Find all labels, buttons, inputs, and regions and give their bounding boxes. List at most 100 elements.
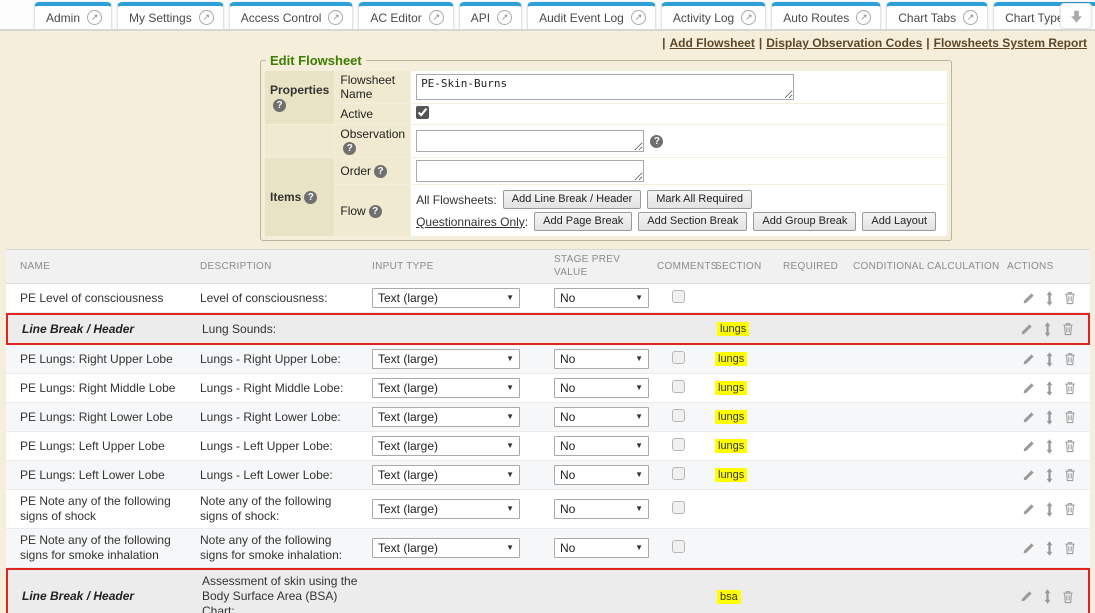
section-badge: lungs xyxy=(715,381,748,396)
flow-action-button[interactable]: Mark All Required xyxy=(647,190,753,210)
comments-checkbox[interactable] xyxy=(671,539,685,553)
delete-trash-icon[interactable] xyxy=(1064,468,1076,483)
help-icon[interactable]: ? xyxy=(343,142,357,156)
header-link[interactable]: Add Flowsheet xyxy=(669,36,755,50)
tab-scroll-down-button[interactable] xyxy=(1060,3,1092,29)
help-icon[interactable]: ? xyxy=(368,204,382,218)
edit-pencil-icon[interactable] xyxy=(1022,291,1035,306)
chevron-down-icon: ▼ xyxy=(506,412,514,422)
nav-tab[interactable]: API ↗ xyxy=(458,2,523,29)
delete-trash-icon[interactable] xyxy=(1064,291,1076,306)
stage-prev-value-select[interactable]: No ▼ xyxy=(554,538,649,559)
delete-trash-icon[interactable] xyxy=(1064,439,1076,454)
row-name: PE Lungs: Left Upper Lobe xyxy=(20,438,165,453)
delete-trash-icon[interactable] xyxy=(1062,322,1074,337)
edit-pencil-icon[interactable] xyxy=(1022,541,1035,556)
comments-checkbox[interactable] xyxy=(671,500,685,514)
comments-checkbox[interactable] xyxy=(671,437,685,451)
edit-pencil-icon[interactable] xyxy=(1022,352,1035,367)
nav-tab[interactable]: Chart Tabs ↗ xyxy=(886,2,989,29)
delete-trash-icon[interactable] xyxy=(1064,381,1076,396)
row-description: Assessment of skin using the Body Surfac… xyxy=(202,574,358,613)
flow-action-button[interactable]: Add Section Break xyxy=(638,212,748,232)
flow-action-button[interactable]: Add Group Break xyxy=(753,212,857,232)
stage-prev-value-select[interactable]: No ▼ xyxy=(554,436,649,457)
nav-tab[interactable]: Auto Routes ↗ xyxy=(771,2,882,29)
delete-trash-icon[interactable] xyxy=(1064,352,1076,367)
comments-checkbox[interactable] xyxy=(671,379,685,393)
edit-pencil-icon[interactable] xyxy=(1022,439,1035,454)
edit-pencil-icon[interactable] xyxy=(1022,468,1035,483)
move-updown-icon[interactable] xyxy=(1045,381,1054,396)
flow-action-button[interactable]: Add Page Break xyxy=(534,212,633,232)
comments-checkbox[interactable] xyxy=(671,466,685,480)
nav-tab[interactable]: Audit Event Log ↗ xyxy=(527,2,656,29)
input-type-select[interactable]: Text (large) ▼ xyxy=(372,407,520,428)
nav-tab[interactable]: Admin ↗ xyxy=(34,2,113,29)
edit-pencil-icon[interactable] xyxy=(1022,410,1035,425)
chevron-down-icon: ▼ xyxy=(506,441,514,451)
flowsheet-name-input[interactable] xyxy=(416,74,795,100)
edit-pencil-icon[interactable] xyxy=(1022,381,1035,396)
input-type-select[interactable]: Text (large) ▼ xyxy=(372,436,520,457)
flow-action-button[interactable]: Add Line Break / Header xyxy=(502,190,642,210)
help-icon[interactable]: ? xyxy=(304,191,318,205)
flow-action-button[interactable]: Add Layout xyxy=(862,212,937,232)
help-icon[interactable]: ? xyxy=(374,165,388,179)
move-updown-icon[interactable] xyxy=(1045,352,1054,367)
link-separator: | xyxy=(662,36,666,50)
column-header: ACTIONS xyxy=(1007,260,1054,272)
help-icon[interactable]: ? xyxy=(650,134,664,148)
delete-trash-icon[interactable] xyxy=(1064,541,1076,556)
edit-pencil-icon[interactable] xyxy=(1020,589,1033,604)
active-checkbox[interactable] xyxy=(416,106,430,119)
input-type-select[interactable]: Text (large) ▼ xyxy=(372,465,520,486)
input-type-select[interactable]: Text (large) ▼ xyxy=(372,499,520,520)
nav-tab[interactable]: My Settings ↗ xyxy=(117,2,224,29)
delete-trash-icon[interactable] xyxy=(1062,589,1074,604)
row-description: Note any of the following signs for smok… xyxy=(200,533,343,563)
stage-prev-value-select[interactable]: No ▼ xyxy=(554,499,649,520)
comments-checkbox[interactable] xyxy=(671,350,685,364)
questionnaires-only-label: Questionnaires Only: xyxy=(416,214,529,229)
chevron-down-icon: ▼ xyxy=(635,383,643,393)
stage-prev-value-select[interactable]: No ▼ xyxy=(554,407,649,428)
column-header: COMMENTS xyxy=(657,260,718,272)
header-link[interactable]: Display Observation Codes xyxy=(766,36,923,50)
row-description: Lungs - Left Upper Lobe: xyxy=(200,438,333,453)
input-type-select[interactable]: Text (large) ▼ xyxy=(372,378,520,399)
nav-tab[interactable]: Access Control ↗ xyxy=(228,2,354,29)
delete-trash-icon[interactable] xyxy=(1064,410,1076,425)
nav-tab[interactable]: AC Editor ↗ xyxy=(358,2,454,29)
delete-trash-icon[interactable] xyxy=(1064,502,1076,517)
move-updown-icon[interactable] xyxy=(1045,502,1054,517)
column-header: DESCRIPTION xyxy=(200,260,272,272)
input-type-select[interactable]: Text (large) ▼ xyxy=(372,538,520,559)
stage-prev-value-select[interactable]: No ▼ xyxy=(554,349,649,370)
column-header: NAME xyxy=(20,260,51,272)
stage-prev-value-select[interactable]: No ▼ xyxy=(554,288,649,309)
move-updown-icon[interactable] xyxy=(1045,541,1054,556)
help-icon[interactable]: ? xyxy=(273,98,286,112)
move-updown-icon[interactable] xyxy=(1045,468,1054,483)
order-input[interactable] xyxy=(416,160,645,183)
move-updown-icon[interactable] xyxy=(1043,322,1052,337)
table-row: PE Lungs: Right Lower Lobe Lungs - Right… xyxy=(6,403,1090,433)
header-link[interactable]: Flowsheets System Report xyxy=(933,36,1087,50)
stage-prev-value-select[interactable]: No ▼ xyxy=(554,378,649,399)
edit-pencil-icon[interactable] xyxy=(1022,502,1035,517)
edit-pencil-icon[interactable] xyxy=(1020,322,1033,337)
move-updown-icon[interactable] xyxy=(1043,589,1052,605)
input-type-select[interactable]: Text (large) ▼ xyxy=(372,288,520,309)
stage-prev-value-select[interactable]: No ▼ xyxy=(554,465,649,486)
chevron-down-icon: ▼ xyxy=(506,543,514,553)
nav-tab[interactable]: Activity Log ↗ xyxy=(660,2,767,29)
input-type-select[interactable]: Text (large) ▼ xyxy=(372,349,520,370)
comments-checkbox[interactable] xyxy=(671,408,685,422)
observation-input[interactable] xyxy=(416,130,645,153)
row-description: Level of consciousness: xyxy=(200,290,328,305)
comments-checkbox[interactable] xyxy=(671,289,685,303)
move-updown-icon[interactable] xyxy=(1045,291,1054,306)
move-updown-icon[interactable] xyxy=(1045,410,1054,425)
move-updown-icon[interactable] xyxy=(1045,439,1054,454)
